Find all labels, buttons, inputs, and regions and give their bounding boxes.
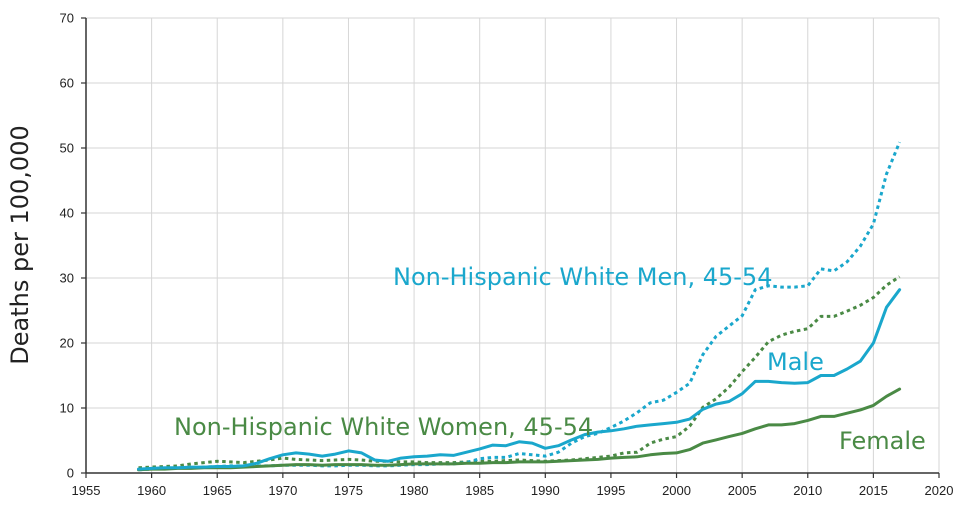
series-line-male bbox=[137, 288, 902, 471]
x-tick-label: 2000 bbox=[662, 483, 691, 498]
x-tick-label: 2010 bbox=[793, 483, 822, 498]
x-tick-label: 1955 bbox=[72, 483, 101, 498]
series-line-female bbox=[137, 387, 902, 472]
y-tick-label: 20 bbox=[60, 336, 74, 351]
x-tick-label: 1980 bbox=[400, 483, 429, 498]
x-tick-label: 2005 bbox=[728, 483, 757, 498]
annotation-female: Female bbox=[839, 427, 926, 455]
x-axis-ticks: 1955 1960 1965 1970 1975 1980 1985 1990 1995 2000… bbox=[72, 473, 954, 498]
y-tick-label: 0 bbox=[67, 466, 74, 481]
y-axis-ticks: 0 10 20 30 40 50 60 70 bbox=[60, 11, 86, 481]
y-tick-label: 70 bbox=[60, 11, 74, 26]
x-tick-label: 1995 bbox=[596, 483, 625, 498]
y-tick-label: 10 bbox=[60, 401, 74, 416]
series-layer bbox=[137, 141, 902, 472]
annotation-nhw-women: Non-Hispanic White Women, 45-54 bbox=[174, 413, 593, 441]
annotation-nhw-men: Non-Hispanic White Men, 45-54 bbox=[393, 263, 772, 291]
x-tick-label: 2015 bbox=[859, 483, 888, 498]
x-tick-label: 1975 bbox=[334, 483, 363, 498]
x-tick-label: 1960 bbox=[137, 483, 166, 498]
x-tick-label: 1965 bbox=[203, 483, 232, 498]
x-tick-label: 1985 bbox=[465, 483, 494, 498]
y-axis-title: Deaths per 100,000 bbox=[6, 125, 34, 364]
y-tick-label: 60 bbox=[60, 76, 74, 91]
x-tick-label: 2020 bbox=[925, 483, 954, 498]
y-tick-label: 50 bbox=[60, 141, 74, 156]
y-gridlines bbox=[86, 17, 939, 409]
x-tick-label: 1990 bbox=[531, 483, 560, 498]
x-tick-label: 1970 bbox=[268, 483, 297, 498]
y-tick-label: 30 bbox=[60, 271, 74, 286]
x-gridlines bbox=[151, 18, 940, 473]
annotation-male: Male bbox=[767, 348, 824, 376]
y-tick-label: 40 bbox=[60, 206, 74, 221]
